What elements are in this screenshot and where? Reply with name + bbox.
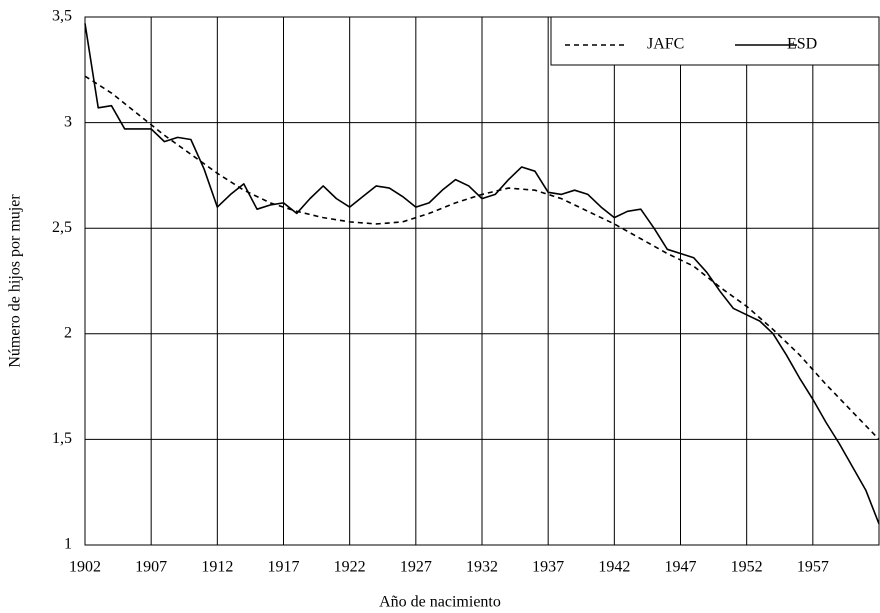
line-series xyxy=(84,75,880,440)
y-tick-label: 3,5 xyxy=(52,8,72,25)
x-tick-label: 1927 xyxy=(400,559,432,576)
x-tick-label: 1932 xyxy=(466,559,498,576)
x-tick-label: 1957 xyxy=(797,559,829,576)
x-tick-label: 1902 xyxy=(69,559,101,576)
legend-box xyxy=(550,16,880,66)
legend-label: ESD xyxy=(787,36,817,53)
y-axis-title: Número de hijos por mujer xyxy=(7,194,24,368)
legend-label: JAFC xyxy=(647,36,684,53)
line-series xyxy=(84,23,880,525)
x-tick-label: 1952 xyxy=(731,559,763,576)
x-tick-label: 1947 xyxy=(665,559,697,576)
y-tick-label: 2 xyxy=(64,324,72,341)
y-tick-label: 1,5 xyxy=(52,430,72,447)
x-tick-label: 1922 xyxy=(334,559,366,576)
x-axis-title: Año de nacimiento xyxy=(379,594,501,611)
x-tick-label: 1937 xyxy=(532,559,564,576)
x-tick-label: 1907 xyxy=(135,559,167,576)
x-tick-label: 1942 xyxy=(598,559,630,576)
y-tick-label: 2,5 xyxy=(52,219,72,236)
y-tick-label: 1 xyxy=(64,536,72,553)
y-tick-label: 3 xyxy=(64,113,72,130)
plot-frame xyxy=(84,16,880,546)
x-tick-label: 1912 xyxy=(201,559,233,576)
x-tick-label: 1917 xyxy=(268,559,300,576)
